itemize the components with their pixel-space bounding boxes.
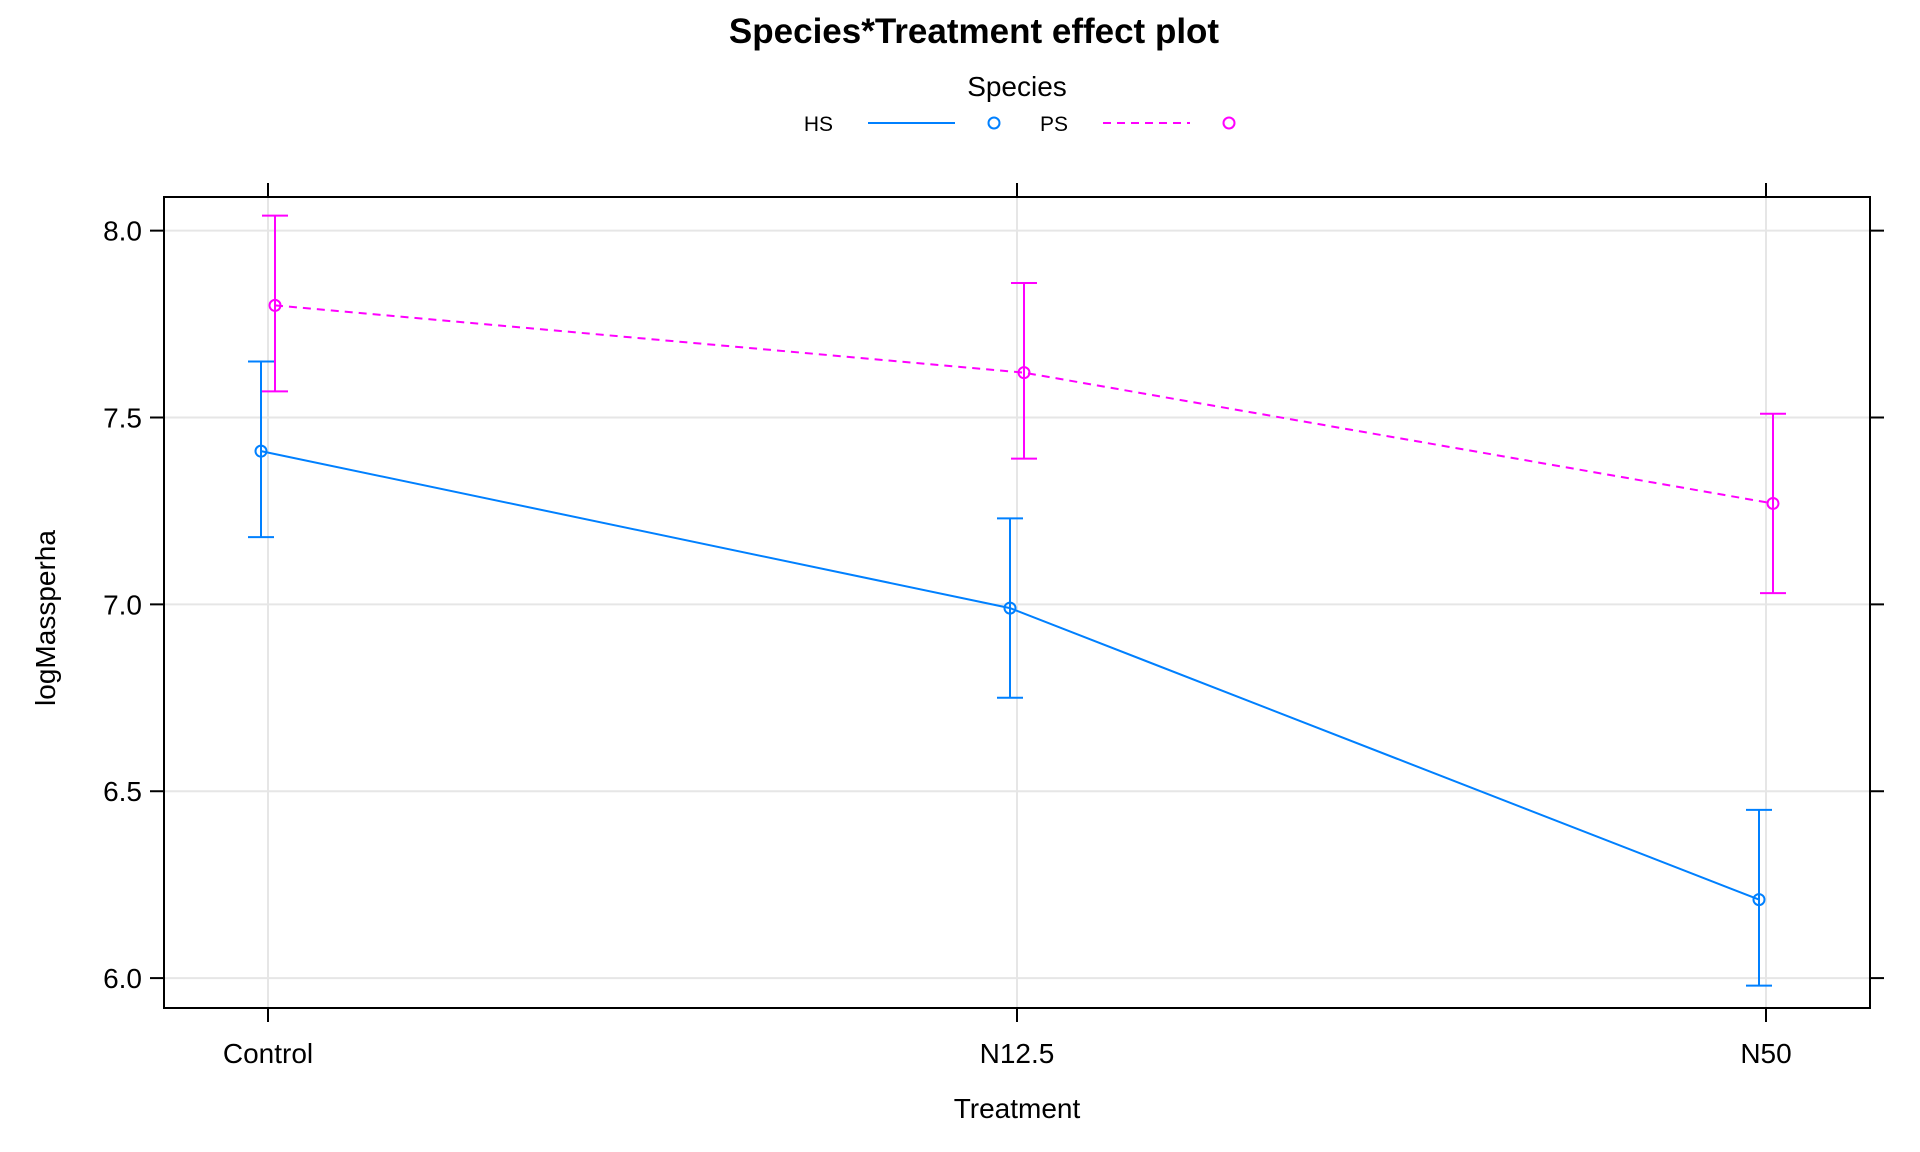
legend-point: [1222, 116, 1236, 130]
data-point: [268, 298, 282, 312]
y-axis-label: logMassperha: [30, 530, 61, 706]
y-tick-label: 8.0: [103, 216, 142, 247]
y-tick-labels: 6.0 6.5 7.0 7.5 8.0: [103, 216, 142, 994]
y-tick-label: 6.0: [103, 963, 142, 994]
series-layer: [248, 214, 1786, 987]
series-hs: [248, 360, 1772, 987]
x-tick-label: N50: [1740, 1038, 1791, 1069]
data-point: [254, 444, 268, 458]
data-point: [1003, 601, 1017, 615]
chart-title: Species*Treatment effect plot: [729, 12, 1219, 51]
y-tick-label: 7.0: [103, 589, 142, 620]
data-point: [1017, 366, 1031, 380]
legend-label: PS: [1040, 113, 1068, 136]
gridlines: [164, 197, 1870, 1008]
legend-items: HS PS: [804, 113, 1236, 136]
x-tick-labels: Control N12.5 N50: [223, 1038, 1792, 1069]
axis-ticks: [150, 183, 1884, 1022]
series-ps: [262, 214, 1786, 595]
y-tick-label: 7.5: [103, 403, 142, 434]
x-axis-label: Treatment: [954, 1093, 1081, 1124]
legend-label: HS: [804, 113, 833, 136]
x-tick-label: N12.5: [980, 1038, 1055, 1069]
legend: Species HS PS: [804, 71, 1236, 136]
legend-item-ps: PS: [1040, 113, 1236, 136]
legend-point: [987, 116, 1001, 130]
legend-title: Species: [967, 71, 1067, 102]
data-point: [1766, 496, 1780, 510]
y-tick-label: 6.5: [103, 776, 142, 807]
legend-item-hs: HS: [804, 113, 1001, 136]
data-point: [1752, 893, 1766, 907]
x-tick-label: Control: [223, 1038, 313, 1069]
